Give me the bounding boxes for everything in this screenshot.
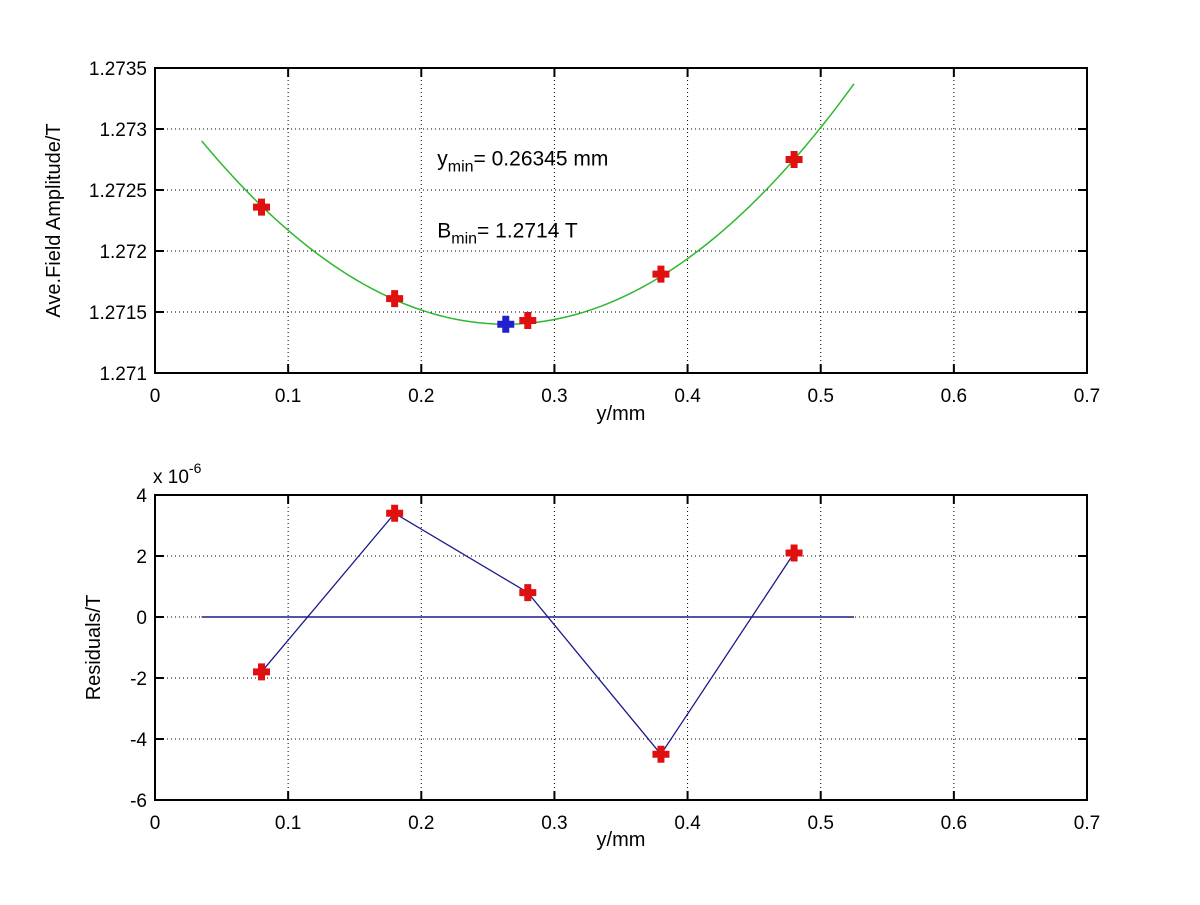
x-tick-label: 0 <box>150 386 161 407</box>
top-chart-field-amplitude: 0 0.1 0.2 0.3 0.4 0.5 0.6 0.7 1.271 1.2715 1.272 1.… <box>43 59 1100 425</box>
data-point-marker <box>253 663 271 681</box>
axis-scale-label: x 10-6 <box>153 460 202 488</box>
x-tick-label: 0.3 <box>541 813 567 834</box>
x-tick-label: 0.6 <box>941 386 967 407</box>
axes-box <box>154 494 1088 801</box>
x-tick-label: 0.5 <box>808 386 834 407</box>
x-axis-label: y/mm <box>597 829 646 851</box>
x-tick-label: 0.6 <box>941 813 967 834</box>
x-axis-label: y/mm <box>597 403 646 425</box>
data-point-marker <box>519 584 537 602</box>
x-tick-label: 0.2 <box>408 813 434 834</box>
min-point-marker <box>497 315 515 333</box>
fit-curve <box>201 83 855 325</box>
y-tick-label: 0 <box>136 608 147 629</box>
data-point-marker <box>386 290 404 308</box>
y-tick-label: -2 <box>130 669 147 690</box>
annotation-text: Bmin= 1.2714 T <box>437 220 578 248</box>
data-point-marker <box>652 745 670 763</box>
annotation-text: ymin= 0.26345 mm <box>437 148 608 176</box>
y-tick-label: -4 <box>130 730 147 751</box>
y-tick-label: 2 <box>136 547 147 568</box>
x-tick-label: 0.5 <box>808 813 834 834</box>
data-point-marker <box>652 265 670 283</box>
y-tick-label: 1.272 <box>99 242 147 263</box>
bottom-chart-residuals: 0 0.1 0.2 0.3 0.4 0.5 0.6 0.7 -6 -4 -2 0 2 4 y/mm Resid… <box>83 460 1100 851</box>
y-tick-label: 1.2715 <box>89 303 147 324</box>
x-tick-label: 0.4 <box>674 386 701 407</box>
data-point-marker <box>785 544 803 562</box>
y-tick-label: 4 <box>136 486 147 507</box>
axes-box <box>154 67 1088 374</box>
x-tick-label: 0.1 <box>275 386 301 407</box>
x-tick-label: 0.7 <box>1074 813 1100 834</box>
y-tick-label: -6 <box>130 791 147 812</box>
residual-line <box>261 512 795 756</box>
y-axis-label: Residuals/T <box>83 595 105 701</box>
y-tick-label: 1.2735 <box>89 59 147 80</box>
x-tick-label: 0.4 <box>674 813 701 834</box>
x-tick-label: 0.7 <box>1074 386 1100 407</box>
x-tick-label: 0.3 <box>541 386 567 407</box>
y-tick-label: 1.271 <box>99 364 147 385</box>
data-point-marker <box>253 198 271 216</box>
y-tick-label: 1.273 <box>99 120 147 141</box>
data-point-marker <box>519 312 537 330</box>
x-tick-label: 0.1 <box>275 813 301 834</box>
x-tick-label: 0.2 <box>408 386 434 407</box>
data-point-marker <box>785 151 803 168</box>
data-point-marker <box>386 504 404 522</box>
y-axis-label: Ave.Field Amplitude/T <box>43 123 65 317</box>
y-tick-label: 1.2725 <box>89 181 147 202</box>
x-tick-label: 0 <box>150 813 161 834</box>
